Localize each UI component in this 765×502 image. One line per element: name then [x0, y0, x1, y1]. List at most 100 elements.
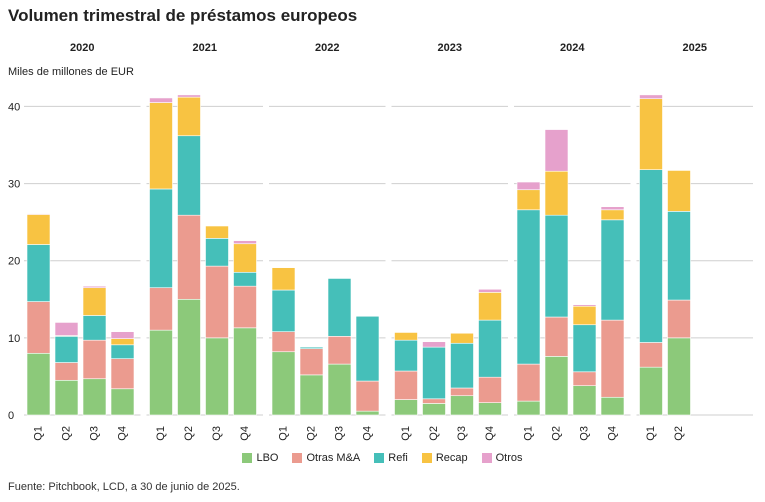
bar-segment-otros: [544, 129, 569, 172]
bar-segment-refi: [544, 214, 569, 318]
quarter-tick-label: Q1: [645, 426, 657, 441]
bar-segment-otras-m-a: [478, 376, 502, 403]
bar-segment-refi: [667, 211, 691, 301]
y-tick-label: 20: [8, 256, 20, 268]
quarter-tick-label: Q4: [239, 426, 251, 441]
bar-segment-lbo: [54, 379, 79, 416]
legend-item-recap: Recap: [421, 452, 468, 464]
quarter-tick-label: Q2: [60, 426, 72, 441]
legend-label-otras-ma: Otras M&A: [306, 452, 361, 464]
bar-segment-lbo: [422, 403, 446, 416]
year-label: 2023: [438, 42, 462, 54]
bar-segment-refi: [271, 289, 296, 332]
legend-swatch-otras-ma: [292, 453, 303, 463]
legend-label-refi: Refi: [388, 452, 408, 464]
bar-segment-otras-m-a: [271, 331, 296, 353]
bar-segment-refi: [572, 324, 597, 373]
bar-segment-recap: [233, 243, 257, 273]
year-label: 2021: [193, 42, 217, 54]
bar-segment-recap: [478, 292, 502, 321]
quarter-tick-label: Q1: [277, 426, 289, 441]
bar-segment-recap: [544, 170, 569, 216]
year-label: 2024: [560, 42, 585, 54]
bar-segment-lbo: [516, 400, 541, 416]
bar-segment-lbo: [355, 410, 380, 416]
quarter-tick-label: Q3: [211, 426, 223, 441]
legend-swatch-refi: [374, 453, 385, 463]
legend-swatch-recap: [421, 453, 432, 463]
year-label: 2025: [683, 42, 707, 54]
legend-swatch-lbo: [242, 453, 253, 463]
legend-swatch-otros: [481, 453, 492, 463]
bar-segment-otras-m-a: [177, 214, 201, 300]
bar-segment-otras-m-a: [149, 287, 173, 331]
bar-segment-otras-m-a: [299, 348, 324, 376]
bar-segment-lbo: [572, 385, 597, 416]
bar-segment-otros: [639, 94, 663, 100]
bar-segment-recap: [572, 305, 597, 326]
legend-label-recap: Recap: [435, 452, 468, 464]
bar-segment-recap: [271, 267, 296, 291]
bar-segment-lbo: [450, 395, 474, 416]
bar-segment-lbo: [327, 363, 352, 416]
y-tick-label: 0: [8, 410, 14, 422]
bar-segment-refi: [327, 278, 352, 337]
bar-segment-otros: [110, 331, 135, 339]
stacked-bar-chart: 0 10 20 30 40 2020 Q1 Q2 Q3 Q4 2021 Q1 Q2 Q3 Q4 2022 Q1 Q…: [8, 42, 753, 441]
legend-item-otras-ma: Otras M&A: [292, 452, 360, 464]
bar-segment-refi: [149, 188, 173, 289]
bar-segment-recap: [82, 287, 107, 316]
bar-segment-lbo: [544, 356, 569, 416]
bar-segment-refi: [639, 169, 663, 343]
bar-segment-otros: [478, 288, 502, 293]
bar-segment-otras-m-a: [355, 380, 380, 412]
bar-segment-recap: [26, 214, 51, 245]
quarter-tick-label: Q3: [333, 426, 345, 441]
bar-segment-otras-m-a: [233, 285, 257, 329]
bar-segment-refi: [177, 135, 201, 216]
bar-segment-refi: [110, 344, 135, 359]
quarter-tick-label: Q2: [673, 426, 685, 441]
bar-segment-lbo: [26, 352, 51, 416]
bar-segment-otras-m-a: [82, 339, 107, 380]
bar-segment-otros: [516, 181, 541, 191]
quarter-tick-label: Q4: [116, 426, 128, 441]
bar-segment-refi: [233, 271, 257, 287]
bar-segment-otras-m-a: [205, 265, 229, 339]
bar-segment-otros: [572, 304, 597, 307]
y-tick-label: 10: [8, 333, 20, 345]
bar-segment-lbo: [639, 366, 663, 416]
bar-segment-lbo: [233, 327, 257, 416]
bar-segment-otras-m-a: [26, 301, 51, 354]
bar-segment-otros: [177, 94, 201, 98]
bar-segment-lbo: [394, 399, 418, 416]
y-axis-unit-label: Miles de millones de EUR: [8, 66, 134, 78]
chart-title: Volumen trimestral de préstamos europeos: [8, 6, 358, 25]
bar-segment-otras-m-a: [54, 362, 79, 381]
legend-label-otros: Otros: [495, 452, 523, 464]
bar-segment-otros: [422, 341, 446, 348]
bar-segment-otras-m-a: [450, 387, 474, 397]
quarter-tick-label: Q2: [428, 426, 440, 441]
legend-item-otros: Otros: [481, 452, 523, 464]
bar-segment-otros: [82, 285, 107, 289]
legend-item-lbo: LBO: [242, 452, 278, 464]
bar-segment-lbo: [82, 378, 107, 416]
quarter-tick-label: Q1: [32, 426, 44, 441]
y-tick-label: 40: [8, 101, 20, 113]
bar-segment-refi: [54, 336, 79, 363]
bar-segment-lbo: [205, 337, 229, 416]
quarter-tick-label: Q2: [550, 426, 562, 441]
bar-segment-refi: [450, 342, 474, 389]
year-label: 2022: [315, 42, 339, 54]
quarter-tick-label: Q4: [606, 426, 618, 441]
bar-segment-recap: [205, 225, 229, 239]
bar-segment-recap: [667, 170, 691, 212]
legend-item-refi: Refi: [374, 452, 408, 464]
quarter-tick-label: Q4: [484, 426, 496, 441]
quarter-tick-label: Q3: [88, 426, 100, 441]
legend: LBO Otras M&A Refi Recap Otros: [0, 452, 765, 464]
bar-segment-lbo: [271, 351, 296, 416]
bar-segment-recap: [639, 98, 663, 170]
quarter-tick-label: Q3: [456, 426, 468, 441]
